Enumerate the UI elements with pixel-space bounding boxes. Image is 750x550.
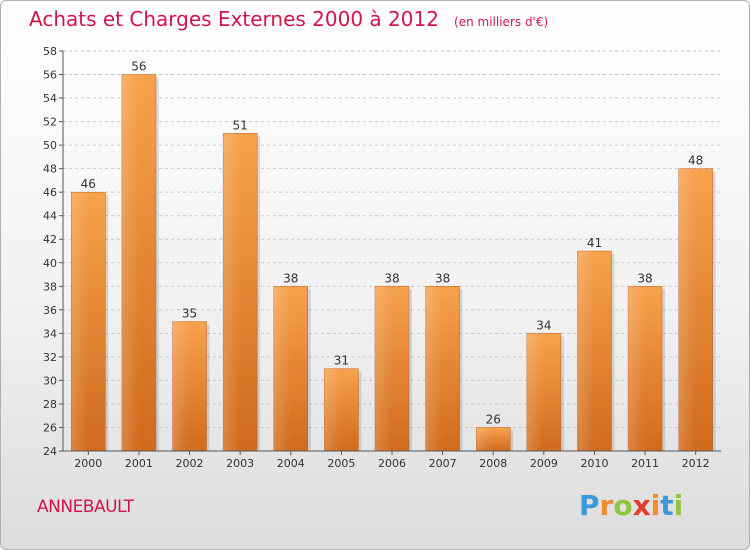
data-label: 31 bbox=[334, 354, 349, 368]
x-tick-label: 2010 bbox=[580, 457, 608, 470]
x-tick-label: 2008 bbox=[479, 457, 507, 470]
x-tick-label: 2011 bbox=[631, 457, 659, 470]
bar-highlight bbox=[425, 286, 443, 451]
logo-letter: x bbox=[632, 489, 651, 522]
x-tick-label: 2009 bbox=[530, 457, 558, 470]
bar-highlight bbox=[628, 286, 646, 451]
x-tick-label: 2002 bbox=[176, 457, 204, 470]
y-tick-label: 30 bbox=[43, 374, 57, 387]
y-tick-label: 40 bbox=[43, 257, 57, 270]
x-tick-label: 2005 bbox=[327, 457, 355, 470]
data-label: 41 bbox=[587, 236, 602, 250]
data-label: 35 bbox=[182, 307, 197, 321]
data-label: 38 bbox=[435, 271, 450, 285]
bar-highlight bbox=[526, 333, 544, 451]
chart-subtitle: (en milliers d'€) bbox=[454, 15, 549, 29]
data-label: 46 bbox=[81, 177, 96, 191]
x-tick-label: 2007 bbox=[429, 457, 457, 470]
y-tick-label: 34 bbox=[43, 327, 57, 340]
proxiti-logo[interactable]: Proxiti bbox=[579, 489, 683, 522]
logo-letter: r bbox=[599, 489, 614, 522]
axis-layer: 24 26 28 30 32 34 36 38 40 42 44 46 48 50 52 54 56 58 bbox=[43, 45, 721, 458]
y-tick-label: 24 bbox=[43, 445, 57, 458]
y-tick-label: 52 bbox=[43, 116, 57, 129]
logo-letter: i bbox=[650, 489, 661, 522]
bars-layer bbox=[71, 74, 716, 452]
data-label: 56 bbox=[131, 60, 146, 74]
y-tick-label: 50 bbox=[43, 139, 57, 152]
labels-layer: 46 2000 56 2001 35 2002 51 2003 38 2004 31 2005 38 20… bbox=[74, 60, 709, 470]
bar-highlight bbox=[121, 74, 139, 451]
logo-letter: o bbox=[613, 489, 633, 522]
title-row: Achats et Charges Externes 2000 à 2012 (… bbox=[29, 7, 548, 31]
bar-highlight bbox=[678, 168, 696, 451]
y-tick-label: 46 bbox=[43, 186, 57, 199]
bar-highlight bbox=[71, 192, 89, 452]
bar-highlight bbox=[273, 286, 291, 451]
x-tick-label: 2006 bbox=[378, 457, 406, 470]
y-tick-label: 48 bbox=[43, 163, 57, 176]
y-tick-label: 38 bbox=[43, 280, 57, 293]
x-tick-label: 2004 bbox=[277, 457, 305, 470]
bar-highlight bbox=[476, 427, 494, 451]
x-tick-label: 2012 bbox=[682, 457, 710, 470]
bar-highlight bbox=[375, 286, 392, 451]
y-tick-label: 32 bbox=[43, 351, 57, 364]
bar-highlight bbox=[324, 368, 342, 451]
y-tick-label: 28 bbox=[43, 398, 57, 411]
bar-highlight bbox=[172, 321, 190, 451]
logo-letter: P bbox=[579, 489, 600, 522]
commune-name: ANNEBAULT bbox=[37, 497, 134, 517]
data-label: 38 bbox=[283, 271, 298, 285]
logo-letter: i bbox=[673, 489, 684, 522]
data-label: 51 bbox=[233, 118, 248, 132]
y-tick-label: 44 bbox=[43, 210, 57, 223]
y-tick-label: 36 bbox=[43, 304, 57, 317]
bar-highlight bbox=[223, 133, 241, 451]
logo-letter: t bbox=[660, 489, 674, 522]
x-tick-label: 2001 bbox=[125, 457, 153, 470]
data-label: 38 bbox=[384, 271, 399, 285]
y-tick-label: 58 bbox=[43, 45, 57, 58]
bar-highlight bbox=[577, 251, 595, 451]
x-tick-label: 2000 bbox=[74, 457, 102, 470]
data-label: 34 bbox=[536, 318, 551, 332]
chart-title: Achats et Charges Externes 2000 à 2012 bbox=[29, 7, 439, 31]
y-tick-label: 56 bbox=[43, 69, 57, 82]
data-label: 38 bbox=[637, 271, 652, 285]
data-label: 26 bbox=[486, 412, 501, 426]
y-tick-label: 26 bbox=[43, 421, 57, 434]
x-tick-label: 2003 bbox=[226, 457, 254, 470]
y-tick-label: 54 bbox=[43, 92, 57, 105]
y-tick-label: 42 bbox=[43, 233, 57, 246]
data-label: 48 bbox=[688, 154, 703, 168]
